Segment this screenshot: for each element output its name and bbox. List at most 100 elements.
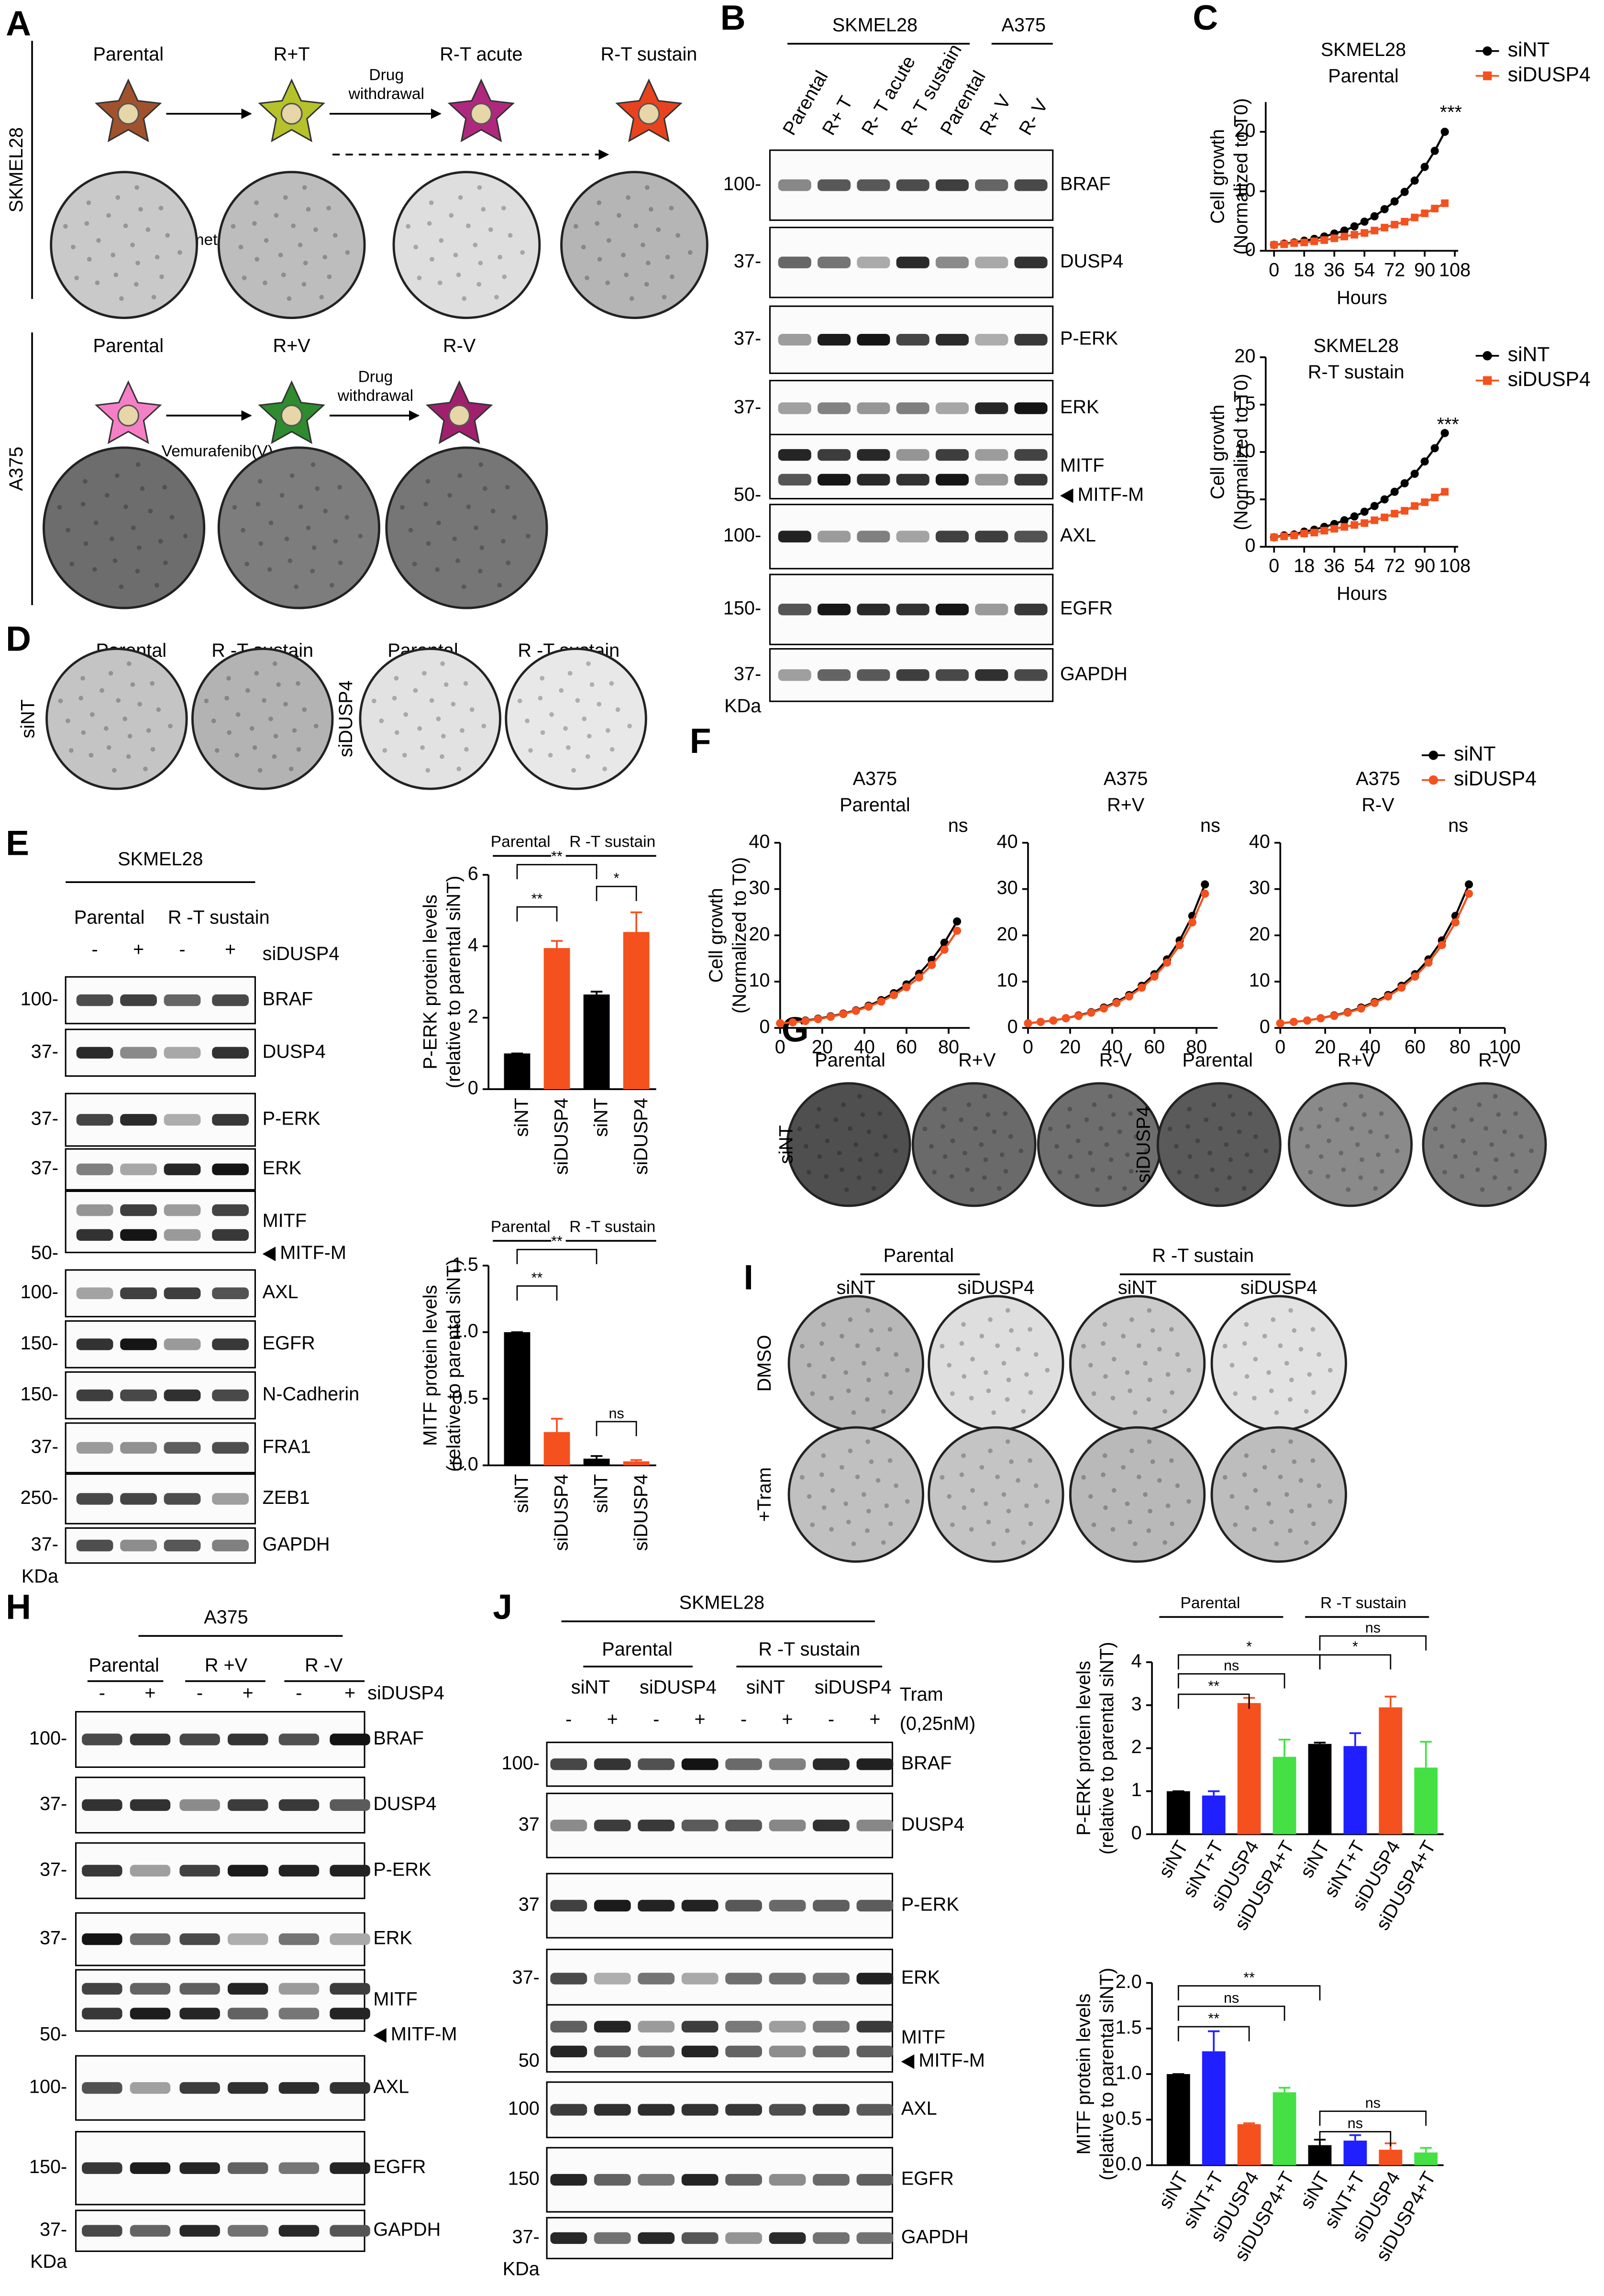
blot-band — [1014, 179, 1048, 191]
colony-speck — [1121, 1334, 1126, 1339]
point — [953, 917, 962, 926]
error-bar — [630, 1459, 642, 1462]
blot-band — [594, 2104, 631, 2116]
bar — [623, 1461, 650, 1466]
blot-band — [164, 1163, 201, 1175]
colony-speck — [408, 528, 413, 533]
legend-marker — [1482, 46, 1492, 56]
colony-speck — [1091, 1522, 1096, 1527]
blot-band — [857, 530, 890, 542]
point — [1401, 218, 1409, 226]
blot-band — [76, 1389, 113, 1402]
colony-speck — [1252, 1527, 1257, 1532]
colony-speck — [165, 233, 170, 238]
colony-speck — [436, 716, 441, 721]
mw-marker: 100- — [29, 2076, 67, 2097]
blot-band — [975, 256, 1008, 268]
blot-band — [120, 1047, 157, 1059]
chart-title: SKMEL28 — [1314, 335, 1399, 356]
blot-band — [179, 1799, 220, 1811]
colony-speck — [803, 1144, 808, 1149]
colony-speck — [1518, 1134, 1524, 1139]
point — [1112, 999, 1121, 1007]
significance-bracket — [1319, 1654, 1392, 1670]
blot-band — [227, 2225, 268, 2237]
column-label: siDUSP4 — [958, 1277, 1035, 1298]
error-bar — [1420, 1741, 1432, 1768]
blot-band — [76, 1442, 113, 1454]
colony-speck — [138, 207, 143, 212]
colony-speck — [940, 1344, 945, 1349]
colony-speck — [80, 502, 86, 507]
colony-speck — [1146, 1528, 1151, 1533]
blot-band — [769, 2232, 806, 2244]
colony-speck — [807, 1170, 811, 1175]
colony-speck — [95, 280, 100, 286]
protein-label: ERK — [263, 1158, 301, 1179]
colony-speck — [272, 754, 277, 759]
blot-band — [935, 449, 969, 461]
colony-speck — [481, 207, 486, 212]
group-label: R -T sustain — [1320, 1594, 1406, 1612]
colony-speck — [888, 1390, 893, 1395]
colony-speck — [123, 504, 128, 509]
blot-band — [681, 1973, 719, 1985]
colony-speck — [127, 734, 133, 739]
blot-band — [179, 1933, 220, 1945]
colony-speck — [294, 584, 299, 589]
bar — [1202, 1795, 1226, 1834]
colony-speck — [851, 1541, 856, 1546]
colony-speck — [456, 766, 462, 772]
y-tick-label: 4 — [1131, 1650, 1142, 1671]
blot-band — [212, 1338, 249, 1350]
panel-label: F — [690, 721, 711, 761]
blot-band — [813, 2045, 850, 2057]
lane-label: - — [828, 1709, 834, 1730]
x-tick-label: 0 — [1269, 259, 1279, 280]
blot-band — [120, 1229, 157, 1241]
point — [1361, 229, 1369, 237]
colony-speck — [979, 1334, 985, 1339]
significance-label: * — [1246, 1639, 1252, 1655]
treatment-label: siDUSP4 — [367, 1682, 444, 1703]
protein-label: MITF-M — [918, 2050, 985, 2071]
mw-marker: 50- — [40, 2024, 67, 2045]
group-label: R -T sustain — [569, 1218, 655, 1236]
blot-band — [164, 1204, 201, 1216]
colony-speck — [869, 1328, 874, 1333]
point — [852, 1006, 860, 1015]
point — [915, 973, 923, 982]
y-axis-label: (relative to parental siNT) — [1096, 1968, 1117, 2181]
blot-band — [278, 2008, 320, 2020]
blot-band — [857, 449, 890, 461]
colony-speck — [1143, 1361, 1148, 1366]
colony-speck — [983, 1157, 988, 1162]
colony-speck — [1066, 1124, 1071, 1129]
colony-speck — [1009, 1459, 1014, 1464]
point — [1163, 958, 1172, 967]
colony-speck — [947, 1494, 952, 1499]
colony-speck — [1136, 1343, 1141, 1348]
blot-band — [278, 2082, 320, 2094]
colony-speck — [853, 1142, 859, 1147]
point — [953, 927, 962, 935]
protein-label: P-ERK — [901, 1894, 959, 1915]
colony-speck — [1194, 1174, 1199, 1179]
colony-speck — [426, 541, 431, 546]
column-label: R+V — [1338, 1050, 1375, 1071]
colony-speck — [490, 508, 496, 514]
colony-speck — [1018, 1148, 1024, 1153]
colony-speck — [224, 695, 229, 701]
blot-band — [164, 1047, 201, 1059]
colony-speck — [169, 515, 175, 520]
blot-band — [330, 2225, 370, 2237]
colony-speck — [829, 1396, 834, 1401]
colony-speck — [402, 752, 407, 758]
point — [1350, 222, 1359, 231]
colony-speck — [86, 200, 91, 205]
column-label: R-V — [1478, 1050, 1511, 1071]
colony-speck — [183, 533, 188, 539]
colony-speck — [1024, 1503, 1029, 1508]
colony-speck — [624, 272, 629, 277]
y-tick-label: 0 — [1245, 239, 1255, 260]
